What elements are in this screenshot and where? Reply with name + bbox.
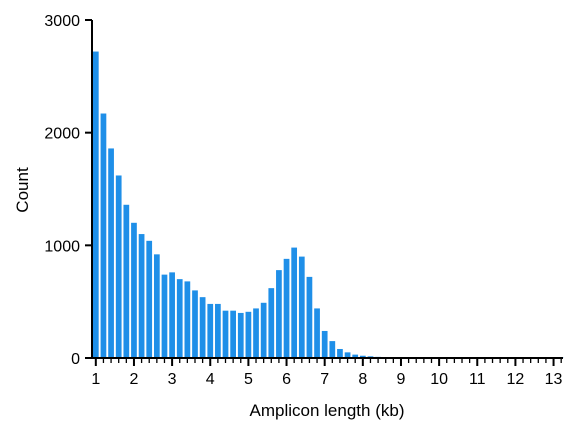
bar [131, 222, 137, 358]
bar [199, 297, 206, 358]
x-axis-title: Amplicon length (kb) [250, 401, 405, 420]
bar [321, 330, 328, 358]
x-tick-label: 8 [358, 371, 367, 388]
bar [337, 348, 343, 358]
x-tick-label: 6 [282, 371, 291, 388]
x-tick-label: 13 [545, 371, 563, 388]
bar [100, 113, 107, 358]
bar [276, 270, 282, 358]
bar [215, 303, 221, 358]
bar [108, 148, 114, 358]
y-tick-label: 2000 [44, 126, 80, 143]
bar [352, 354, 359, 358]
x-tick-label: 5 [244, 371, 253, 388]
x-tick-label: 2 [130, 371, 139, 388]
x-tick-label: 3 [168, 371, 177, 388]
x-tick-label: 1 [91, 371, 100, 388]
bars-group [92, 51, 565, 359]
bar [283, 258, 290, 358]
x-tick-label: 7 [320, 371, 329, 388]
bar [298, 256, 305, 358]
y-tick-label: 1000 [44, 238, 80, 255]
bar [237, 312, 244, 358]
x-tick-label: 12 [507, 371, 525, 388]
bar [245, 311, 252, 358]
bar [115, 175, 122, 358]
bar [192, 290, 198, 358]
bar [230, 310, 236, 358]
bar [184, 281, 191, 358]
bar [306, 276, 313, 358]
bar [207, 303, 214, 358]
bar [176, 279, 183, 358]
x-tick-label: 4 [206, 371, 215, 388]
bar [268, 288, 275, 358]
bar [169, 272, 175, 358]
bar [314, 308, 320, 358]
y-ticks-group: 0 1000 2000 3000 [44, 13, 92, 368]
bar [138, 234, 145, 358]
y-axis-title: Count [13, 167, 32, 213]
bar [260, 302, 267, 358]
bar [161, 274, 168, 358]
bar [344, 352, 351, 358]
bar [222, 310, 229, 358]
x-ticks-group: 1 2 3 4 5 6 7 8 9 10 11 12 13 [91, 358, 563, 388]
bar [92, 51, 99, 359]
y-tick-label: 3000 [44, 13, 80, 30]
bar [153, 254, 160, 358]
x-tick-label: 11 [469, 371, 486, 388]
bar [359, 355, 366, 358]
y-tick-label: 0 [71, 351, 80, 368]
x-tick-label: 9 [397, 371, 406, 388]
bar [291, 247, 298, 358]
bar [253, 308, 259, 358]
bar [146, 240, 153, 358]
bar [329, 341, 336, 358]
x-tick-label: 10 [430, 371, 448, 388]
bar [123, 204, 130, 358]
